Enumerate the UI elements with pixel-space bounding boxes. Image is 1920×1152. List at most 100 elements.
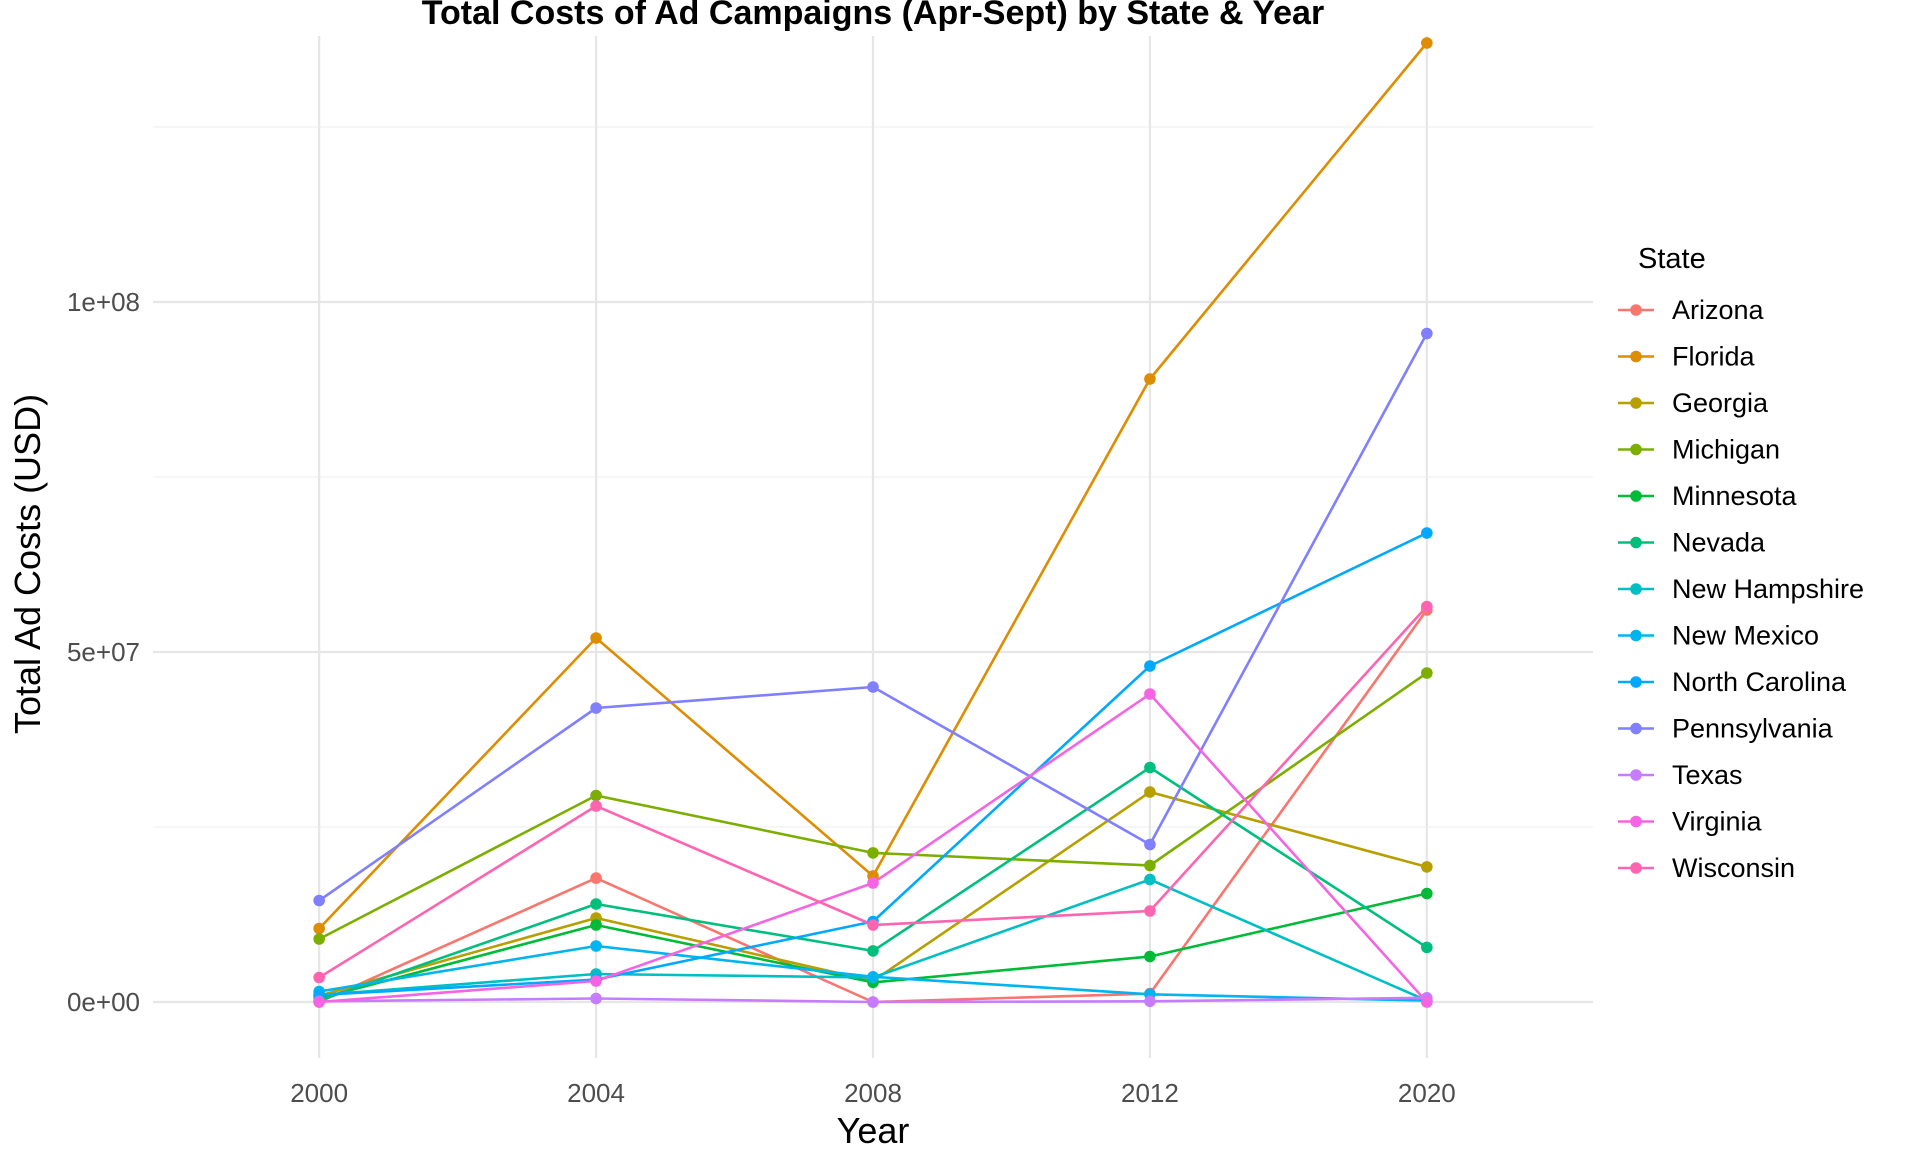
data-point-wisconsin [313, 971, 325, 984]
y-tick-label: 1e+08 [67, 287, 140, 317]
legend-label: North Carolina [1672, 667, 1847, 697]
data-point-texas [1144, 995, 1156, 1008]
legend-swatch-point [1630, 490, 1642, 502]
legend-item-florida: Florida [1618, 342, 1756, 372]
data-point-wisconsin [590, 800, 602, 812]
legend-label: Minnesota [1672, 481, 1798, 511]
data-point-arizona [590, 872, 602, 884]
data-point-new-mexico [867, 971, 879, 983]
data-point-pennsylvania [313, 894, 325, 907]
data-point-michigan [867, 847, 879, 859]
legend-title: State [1638, 243, 1706, 275]
data-point-florida [1144, 373, 1156, 385]
legend-swatch-point [1630, 769, 1642, 781]
legend-label: Arizona [1672, 295, 1765, 325]
data-point-pennsylvania [590, 702, 602, 714]
legend-item-pennsylvania: Pennsylvania [1618, 714, 1834, 744]
legend-swatch-point [1630, 350, 1642, 363]
legend-swatch-point [1630, 862, 1642, 874]
data-point-michigan [1421, 667, 1433, 679]
legend-item-nevada: Nevada [1618, 528, 1766, 558]
y-tick-label: 5e+07 [67, 637, 140, 667]
data-point-georgia [1144, 786, 1156, 798]
legend-swatch-point [1630, 443, 1642, 456]
x-tick-label: 2012 [1121, 1078, 1179, 1108]
legend-label: Michigan [1672, 435, 1780, 465]
legend-item-arizona: Arizona [1618, 295, 1765, 325]
legend-item-new-mexico: New Mexico [1618, 621, 1819, 651]
legend-item-minnesota: Minnesota [1618, 481, 1798, 511]
data-point-virginia [867, 877, 879, 889]
data-point-florida [313, 922, 325, 935]
legend-swatch-point [1630, 536, 1642, 549]
data-point-michigan [1144, 859, 1156, 872]
data-point-pennsylvania [867, 681, 879, 693]
data-point-virginia [1421, 996, 1433, 1008]
legend-swatch-point [1630, 676, 1642, 688]
data-point-minnesota [590, 919, 602, 931]
legend-swatch-point [1630, 629, 1642, 642]
data-point-nevada [1421, 941, 1433, 954]
legend-items: Arizona Florida Georgia Michigan Minnesota Ne… [1618, 295, 1864, 883]
legend-label: Pennsylvania [1672, 714, 1834, 744]
legend-swatch-point [1630, 815, 1642, 828]
legend-label: Nevada [1672, 528, 1766, 558]
data-point-nevada [590, 898, 602, 910]
legend-label: Georgia [1672, 388, 1769, 418]
data-point-new-hampshire [1144, 873, 1156, 886]
data-point-north-carolina [1144, 660, 1156, 672]
data-point-texas [590, 992, 602, 1005]
y-tick-label: 0e+00 [67, 987, 140, 1017]
x-axis-ticks: 2000 2004 2008 2012 2020 [290, 1078, 1456, 1108]
x-tick-label: 2020 [1398, 1078, 1456, 1108]
y-axis-title: Total Ad Costs (USD) [7, 394, 48, 734]
data-point-wisconsin [1144, 905, 1156, 917]
x-tick-label: 2004 [567, 1078, 625, 1108]
data-point-virginia [590, 975, 602, 987]
x-tick-label: 2008 [844, 1078, 902, 1108]
data-point-florida [1421, 37, 1433, 49]
data-point-pennsylvania [1144, 838, 1156, 851]
data-point-wisconsin [867, 919, 879, 931]
legend: State Arizona Florida Georgia Michigan Minne… [1618, 243, 1864, 883]
legend-item-virginia: Virginia [1618, 807, 1763, 837]
legend-item-new-hampshire: New Hampshire [1618, 574, 1864, 604]
data-point-wisconsin [1421, 600, 1433, 613]
data-point-new-mexico [590, 940, 602, 952]
legend-label: Virginia [1672, 807, 1763, 837]
legend-label: New Hampshire [1672, 574, 1864, 604]
legend-swatch-point [1630, 722, 1642, 735]
data-point-nevada [1144, 761, 1156, 774]
data-point-virginia [1144, 688, 1156, 700]
data-point-north-carolina [1421, 527, 1433, 539]
legend-item-texas: Texas [1618, 760, 1743, 790]
series-points [313, 37, 1433, 1008]
data-point-michigan [313, 933, 325, 945]
legend-label: New Mexico [1672, 621, 1819, 651]
chart-title: Total Costs of Ad Campaigns (Apr-Sept) b… [422, 0, 1324, 32]
data-point-pennsylvania [1421, 327, 1433, 340]
grid [153, 36, 1593, 1058]
data-point-texas [867, 996, 879, 1008]
legend-swatch-point [1630, 397, 1642, 409]
legend-swatch-point [1630, 583, 1642, 595]
legend-item-wisconsin: Wisconsin [1618, 853, 1795, 883]
data-point-michigan [590, 789, 602, 802]
legend-swatch-point [1630, 304, 1642, 316]
data-point-florida [590, 632, 602, 644]
data-point-minnesota [1421, 887, 1433, 900]
y-axis-ticks: 0e+00 5e+07 1e+08 [67, 287, 140, 1017]
legend-label: Wisconsin [1672, 853, 1795, 883]
legend-item-north-carolina: North Carolina [1618, 667, 1847, 697]
x-axis-title: Year [837, 1110, 910, 1151]
data-point-minnesota [1144, 950, 1156, 963]
data-point-nevada [867, 945, 879, 957]
legend-item-georgia: Georgia [1618, 388, 1769, 418]
x-tick-label: 2000 [290, 1078, 348, 1108]
data-point-virginia [313, 996, 325, 1008]
legend-label: Florida [1672, 342, 1756, 372]
legend-item-michigan: Michigan [1618, 435, 1780, 465]
data-point-georgia [1421, 861, 1433, 873]
